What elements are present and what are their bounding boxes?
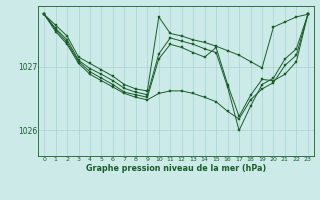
X-axis label: Graphe pression niveau de la mer (hPa): Graphe pression niveau de la mer (hPa) — [86, 164, 266, 173]
